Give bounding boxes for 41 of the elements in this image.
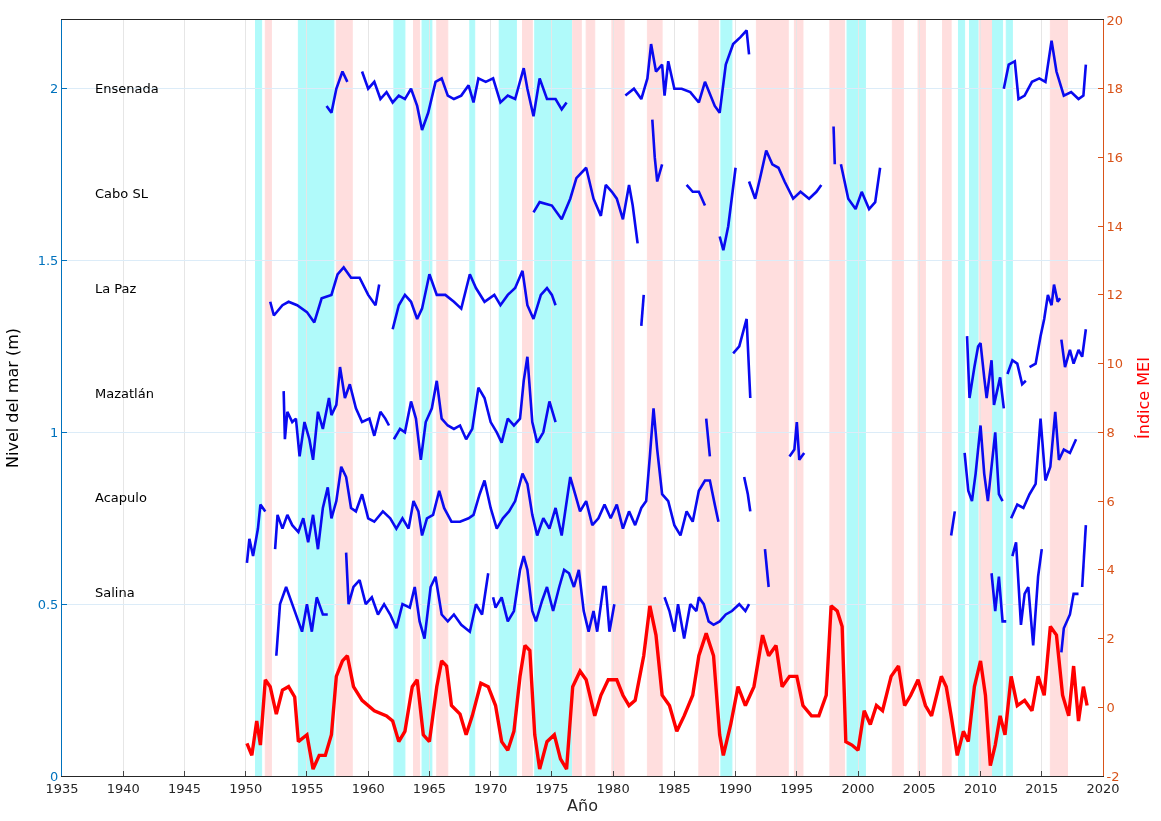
- annotation: Mazatlán: [95, 386, 154, 401]
- y2-tick-label: 10: [1106, 356, 1124, 372]
- y2-tick-label: 4: [1106, 562, 1115, 578]
- y-axis-title: Nivel del mar (m): [2, 328, 22, 468]
- y2-tick-label: 0: [1106, 699, 1115, 715]
- x-tick-label: 1985: [657, 780, 691, 796]
- annotation: Cabo SL: [95, 186, 149, 201]
- y2-tick-label: 2: [1106, 631, 1115, 647]
- annotation: Salina: [95, 585, 135, 600]
- annotation: Acapulo: [95, 490, 147, 505]
- x-tick-label: 1970: [474, 780, 508, 796]
- x-tick-label: 1955: [290, 780, 324, 796]
- y2-tick-label: 8: [1106, 424, 1115, 440]
- annotation: La Paz: [95, 281, 137, 296]
- x-tick-label: 1975: [535, 780, 569, 796]
- line-series: [245, 604, 1089, 771]
- y-tick-label: 2: [50, 81, 59, 97]
- x-axis-title: Año: [567, 795, 598, 815]
- x-tick-label: 1965: [412, 780, 446, 796]
- x-tick-label: 2015: [1025, 780, 1059, 796]
- x-tick-label: 2000: [841, 780, 875, 796]
- y-tick-label: 0.5: [37, 596, 59, 612]
- x-tick-label: 1950: [229, 780, 263, 796]
- x-tick-label: 2005: [902, 780, 936, 796]
- x-tick-label: 1960: [351, 780, 385, 796]
- y2-tick-label: 14: [1106, 218, 1124, 234]
- y2-axis-title: Índice MEI: [1133, 357, 1153, 439]
- x-tick-label: 1940: [106, 780, 140, 796]
- x-tick-label: 2010: [963, 780, 998, 796]
- x-tick-label: 1980: [596, 780, 630, 796]
- y2-tick-label: 16: [1106, 150, 1124, 165]
- y2-tick-label: 12: [1106, 287, 1124, 303]
- x-tick-label: 1945: [167, 780, 202, 796]
- y2-tick-label: 20: [1106, 12, 1124, 28]
- y-tick-label: 1: [50, 424, 59, 440]
- y2-tick-label: 6: [1106, 493, 1115, 509]
- annotation: Ensenada: [95, 81, 159, 96]
- x-tick-label: 1990: [719, 780, 753, 796]
- y2-tick-label: 18: [1106, 81, 1124, 97]
- y-tick-label: 1.5: [37, 253, 59, 269]
- x-tick-label: 1995: [780, 780, 814, 796]
